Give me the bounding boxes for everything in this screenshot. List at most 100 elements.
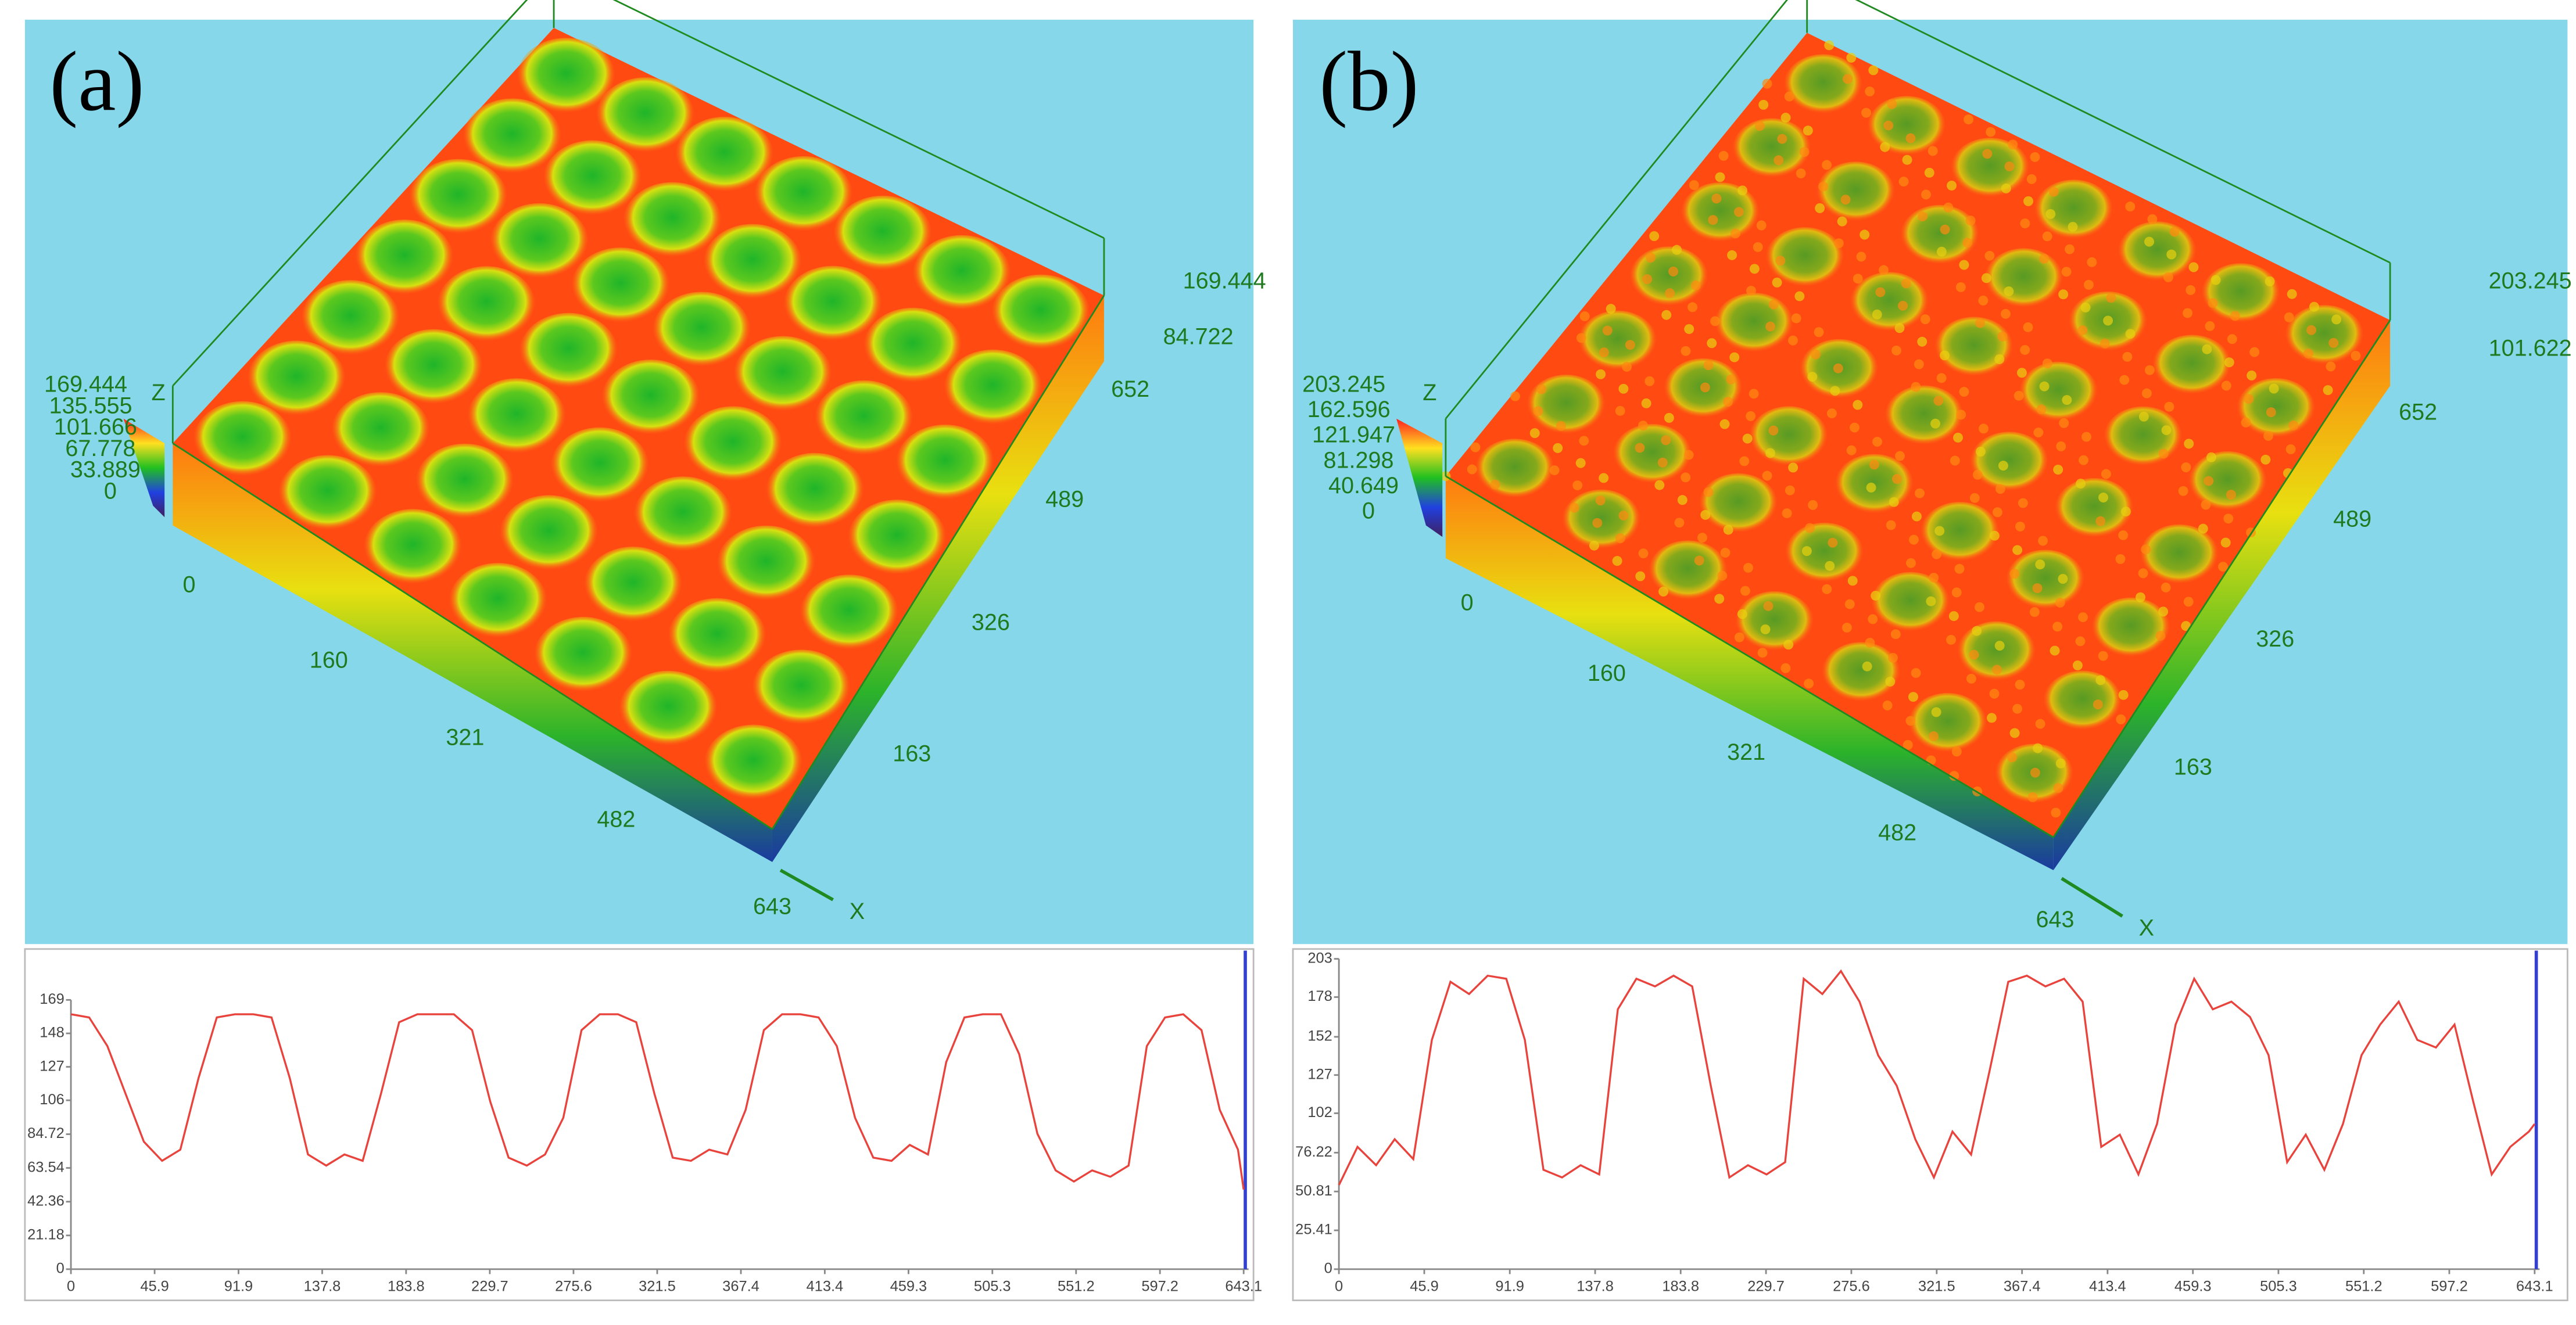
surface-spike bbox=[1757, 648, 1768, 658]
surface-spike bbox=[1947, 180, 1957, 191]
surface-spike bbox=[1553, 443, 1563, 453]
surface-spike bbox=[1749, 264, 1760, 274]
z-axis-label: Z bbox=[152, 380, 166, 405]
surface-spike bbox=[2033, 743, 2043, 753]
surface-spike bbox=[1895, 451, 1905, 461]
surface-spike bbox=[2078, 612, 2088, 623]
surface-spike bbox=[1602, 325, 1613, 336]
surface-spike bbox=[1868, 65, 1879, 76]
surface-spike bbox=[1883, 120, 1894, 131]
surface-spike bbox=[2076, 479, 2086, 489]
surface-spike bbox=[2226, 490, 2236, 500]
surface-pit bbox=[652, 292, 751, 371]
surface-spike bbox=[1891, 345, 1901, 356]
surface-spike bbox=[2158, 606, 2169, 617]
x-tick-label: 275.6 bbox=[555, 1279, 592, 1295]
surface-spike bbox=[2042, 358, 2052, 369]
x-tick-label: 482 bbox=[1878, 820, 1916, 845]
surface-spike bbox=[2030, 152, 2040, 162]
surface-spike bbox=[1860, 229, 1870, 240]
surface-pit bbox=[2188, 451, 2267, 514]
surface-spike bbox=[1837, 216, 1847, 227]
surface-spike bbox=[1763, 601, 1774, 611]
surface-spike bbox=[1936, 373, 1947, 383]
surface-spike bbox=[2093, 699, 2103, 710]
surface-spike bbox=[1638, 548, 1649, 559]
surface-pit bbox=[1969, 432, 2049, 494]
surface-spike bbox=[1956, 410, 1966, 420]
surface-spike bbox=[1612, 556, 1622, 566]
surface-spike bbox=[1765, 321, 1776, 332]
surface-spike bbox=[1734, 207, 1744, 217]
surface-spike bbox=[2198, 523, 2208, 534]
y-tick-label: 163 bbox=[893, 741, 931, 767]
surface-side bbox=[2053, 320, 2391, 871]
surface-pit bbox=[2043, 670, 2122, 733]
surface-pit bbox=[1475, 439, 1554, 501]
colorbar bbox=[123, 418, 165, 518]
surface-spike bbox=[2068, 221, 2078, 232]
surface-spike bbox=[1930, 418, 1941, 429]
profile-frame bbox=[1292, 948, 2568, 1302]
surface-spike bbox=[1808, 500, 1818, 510]
surface-pit bbox=[1816, 161, 1896, 224]
surface-pit bbox=[519, 313, 618, 392]
surface-spike bbox=[1948, 611, 1959, 622]
surface-spike bbox=[1803, 125, 1813, 136]
surface-spike bbox=[2210, 275, 2221, 285]
y-tick-label: 127 bbox=[40, 1058, 64, 1074]
x-tick-label: 367.4 bbox=[2004, 1279, 2041, 1295]
profile-line bbox=[70, 1013, 1245, 1190]
surface-spike bbox=[1714, 594, 1725, 604]
surface-spike bbox=[2072, 660, 2083, 670]
surface-spike bbox=[1654, 480, 1665, 490]
surface-spike bbox=[2138, 411, 2149, 422]
surface-pit bbox=[1681, 182, 1760, 245]
surface-spike bbox=[1760, 624, 1771, 634]
surface-spike bbox=[2000, 308, 2011, 319]
surface-spike bbox=[2042, 231, 2052, 242]
surface-pit bbox=[1699, 473, 1778, 536]
surface-spike bbox=[1929, 731, 1939, 741]
surface-pit bbox=[1732, 118, 1811, 181]
surface-pit bbox=[1884, 385, 1964, 448]
surface-spike bbox=[1822, 160, 1832, 170]
surface-spike bbox=[2136, 592, 2145, 602]
surface-spike bbox=[1861, 107, 1872, 118]
surface-spike bbox=[2218, 562, 2229, 572]
surface-spike bbox=[2351, 350, 2361, 361]
surface-spike bbox=[1962, 238, 1972, 248]
surface-spike bbox=[2023, 322, 2033, 332]
surface-spike bbox=[2183, 597, 2194, 607]
surface-pit bbox=[355, 219, 454, 299]
surface-pit bbox=[863, 307, 962, 387]
profile-line bbox=[1338, 969, 2536, 1186]
surface-pit bbox=[833, 195, 932, 275]
axis-line bbox=[172, 0, 528, 387]
surface-spike bbox=[2208, 298, 2218, 308]
surface-pit bbox=[1714, 293, 1794, 356]
surface-spike bbox=[2122, 351, 2133, 362]
surface-spike bbox=[1606, 304, 1616, 314]
surface-spike bbox=[2223, 514, 2234, 524]
surface-spike bbox=[2035, 559, 2045, 570]
y-tick-label: 163 bbox=[2174, 754, 2212, 780]
surface-spike bbox=[1825, 561, 1835, 571]
colorbar-tick-label: 162.596 bbox=[1307, 397, 1391, 422]
y-tick-label: 489 bbox=[1045, 487, 1084, 512]
x-tick-label: 160 bbox=[310, 648, 348, 673]
surface-pit bbox=[1749, 406, 1828, 469]
y-tick-label: 21.18 bbox=[27, 1227, 65, 1243]
surface-spike bbox=[1885, 676, 1896, 687]
y-tick-label: 326 bbox=[972, 610, 1010, 635]
surface-spike bbox=[2169, 227, 2180, 237]
axis-line bbox=[172, 442, 773, 830]
surface-spike bbox=[1936, 246, 1947, 257]
surface-spike bbox=[1615, 405, 1625, 416]
surface-spike bbox=[1908, 534, 1919, 545]
surface-spike bbox=[1661, 435, 1671, 446]
surface-spike bbox=[1943, 202, 1954, 213]
surface-pit bbox=[1920, 501, 2000, 565]
surface-spike bbox=[1843, 74, 1853, 84]
